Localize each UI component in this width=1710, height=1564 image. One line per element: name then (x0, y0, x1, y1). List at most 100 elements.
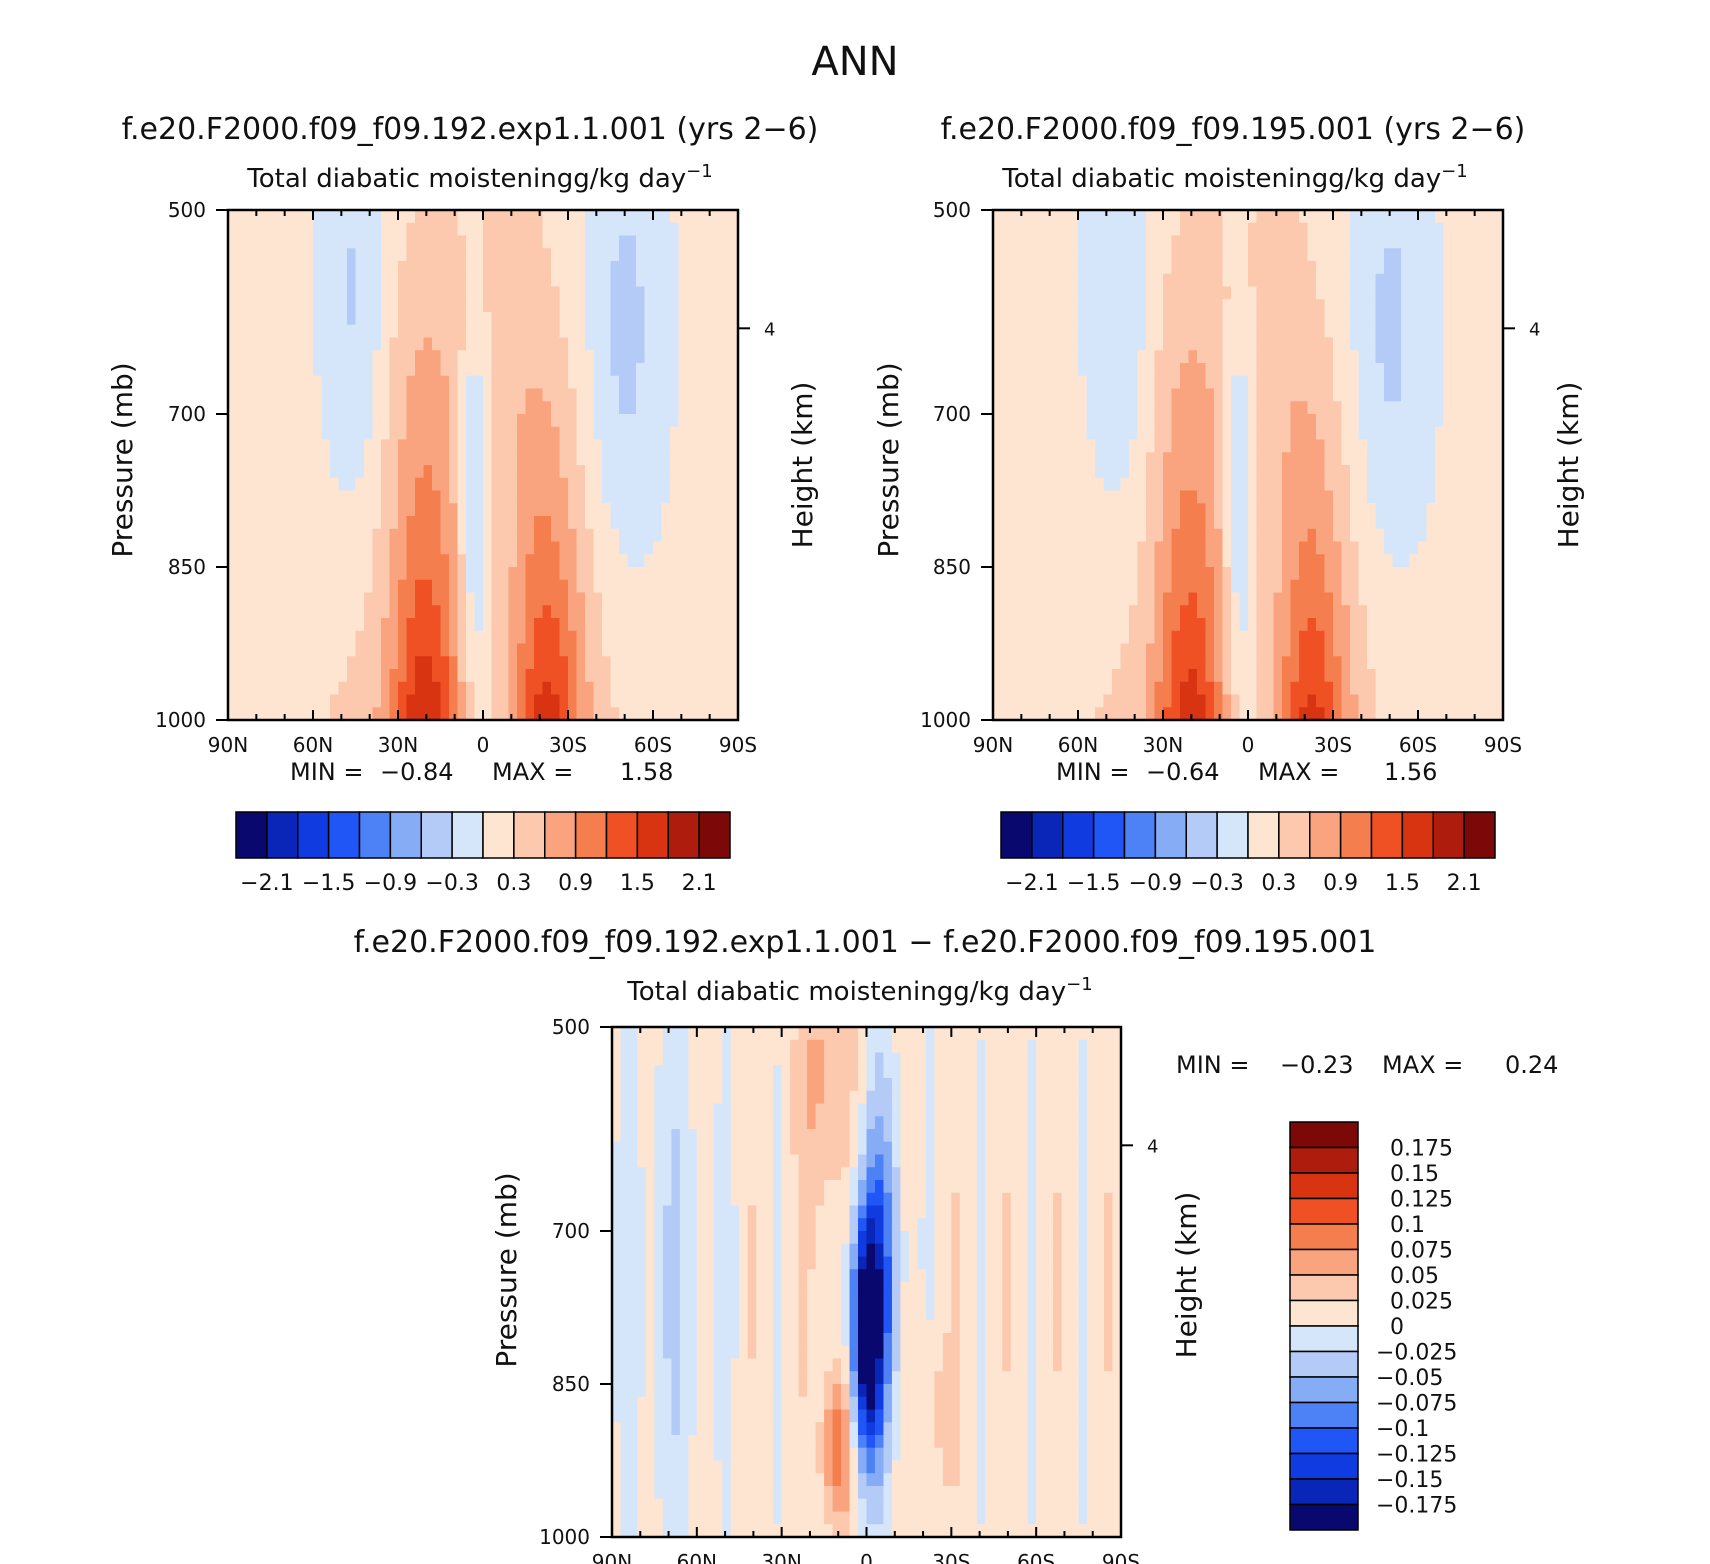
field-cell (355, 656, 365, 670)
field-cell (270, 541, 280, 555)
field-cell (1035, 222, 1045, 237)
field-cell (1163, 210, 1173, 224)
field-cell (364, 439, 374, 453)
field-cell (1256, 401, 1266, 415)
field-cell (500, 248, 510, 262)
field-cell (1443, 286, 1453, 300)
field-cell (287, 490, 297, 504)
field-cell (287, 363, 297, 377)
field-cell (466, 452, 476, 466)
field-cell (1452, 490, 1462, 504)
field-cell (619, 363, 629, 377)
field-cell (440, 528, 450, 543)
field-cell (534, 503, 544, 517)
field-cell (440, 567, 450, 581)
field-cell (1188, 375, 1198, 390)
field-cell (389, 350, 399, 364)
field-cell (1350, 261, 1360, 275)
field-cell (653, 414, 663, 428)
field-cell (534, 324, 544, 339)
field-cell (1282, 477, 1292, 492)
field-cell (1180, 503, 1190, 517)
field-cell (670, 401, 680, 415)
x-tick-label: 60S (634, 733, 672, 757)
field-cell (372, 669, 382, 683)
field-cell (1027, 630, 1037, 645)
field-cell (304, 324, 314, 339)
field-cell (1214, 414, 1224, 428)
field-cell (1086, 210, 1096, 224)
field-cell (347, 618, 357, 632)
field-cell (1120, 656, 1130, 670)
field-cell (449, 375, 459, 390)
field-cell (610, 669, 620, 683)
field-cell (1409, 643, 1419, 657)
field-cell (678, 401, 688, 415)
field-cell (304, 350, 314, 364)
field-cell (1494, 401, 1504, 415)
field-cell (1469, 516, 1479, 530)
field-cell (1452, 503, 1462, 517)
field-cell (372, 567, 382, 581)
field-cell (1290, 299, 1300, 313)
field-cell (1086, 324, 1096, 339)
field-cell (1350, 350, 1360, 364)
field-cell (542, 579, 552, 594)
field-cell (525, 503, 535, 517)
field-cell (1333, 452, 1343, 466)
field-cell (619, 656, 629, 670)
field-cell (1307, 299, 1317, 313)
field-cell (627, 401, 637, 415)
field-cell (1435, 426, 1445, 441)
field-cell (321, 375, 331, 390)
field-cell (245, 286, 255, 300)
field-cell (661, 363, 671, 377)
field-cell (1341, 567, 1351, 581)
field-cell (1231, 707, 1241, 721)
field-cell (389, 567, 399, 581)
field-cell (1333, 567, 1343, 581)
field-cell (619, 477, 629, 492)
field-cell (1146, 541, 1156, 555)
field-cell (1477, 465, 1487, 479)
field-cell (483, 337, 493, 351)
field-cell (517, 516, 527, 530)
field-cell (568, 516, 578, 530)
field-cell (704, 273, 714, 288)
field-cell (1222, 618, 1232, 632)
field-cell (687, 248, 697, 262)
field-cell (432, 477, 442, 492)
field-cell (1426, 541, 1436, 555)
field-cell (1426, 350, 1436, 364)
field-cell (1299, 579, 1309, 594)
field-cell (364, 681, 374, 696)
field-cell (449, 210, 459, 224)
field-cell (661, 388, 671, 402)
panel-3: f.e20.F2000.f09_f09.192.exp1.1.001 − f.e… (354, 925, 1559, 1564)
field-cell (644, 554, 654, 568)
field-cell (253, 579, 263, 594)
field-cell (1350, 503, 1360, 517)
field-cell (1137, 567, 1147, 581)
field-cell (1409, 465, 1419, 479)
field-cell (364, 222, 374, 237)
field-cell (313, 286, 323, 300)
field-cell (1010, 592, 1020, 606)
field-cell (270, 363, 280, 377)
field-cell (1477, 261, 1487, 275)
field-cell (721, 681, 731, 696)
field-cell (372, 643, 382, 657)
field-cell (644, 337, 654, 351)
field-cell (1112, 656, 1122, 670)
field-cell (406, 707, 416, 721)
field-cell (1018, 618, 1028, 632)
field-cell (296, 388, 306, 402)
field-cell (262, 261, 272, 275)
field-cell (1095, 541, 1105, 555)
field-cell (287, 643, 297, 657)
field-cell (381, 363, 391, 377)
field-cell (1273, 477, 1283, 492)
field-cell (245, 694, 255, 708)
field-cell (474, 235, 484, 249)
field-cell (551, 439, 561, 453)
